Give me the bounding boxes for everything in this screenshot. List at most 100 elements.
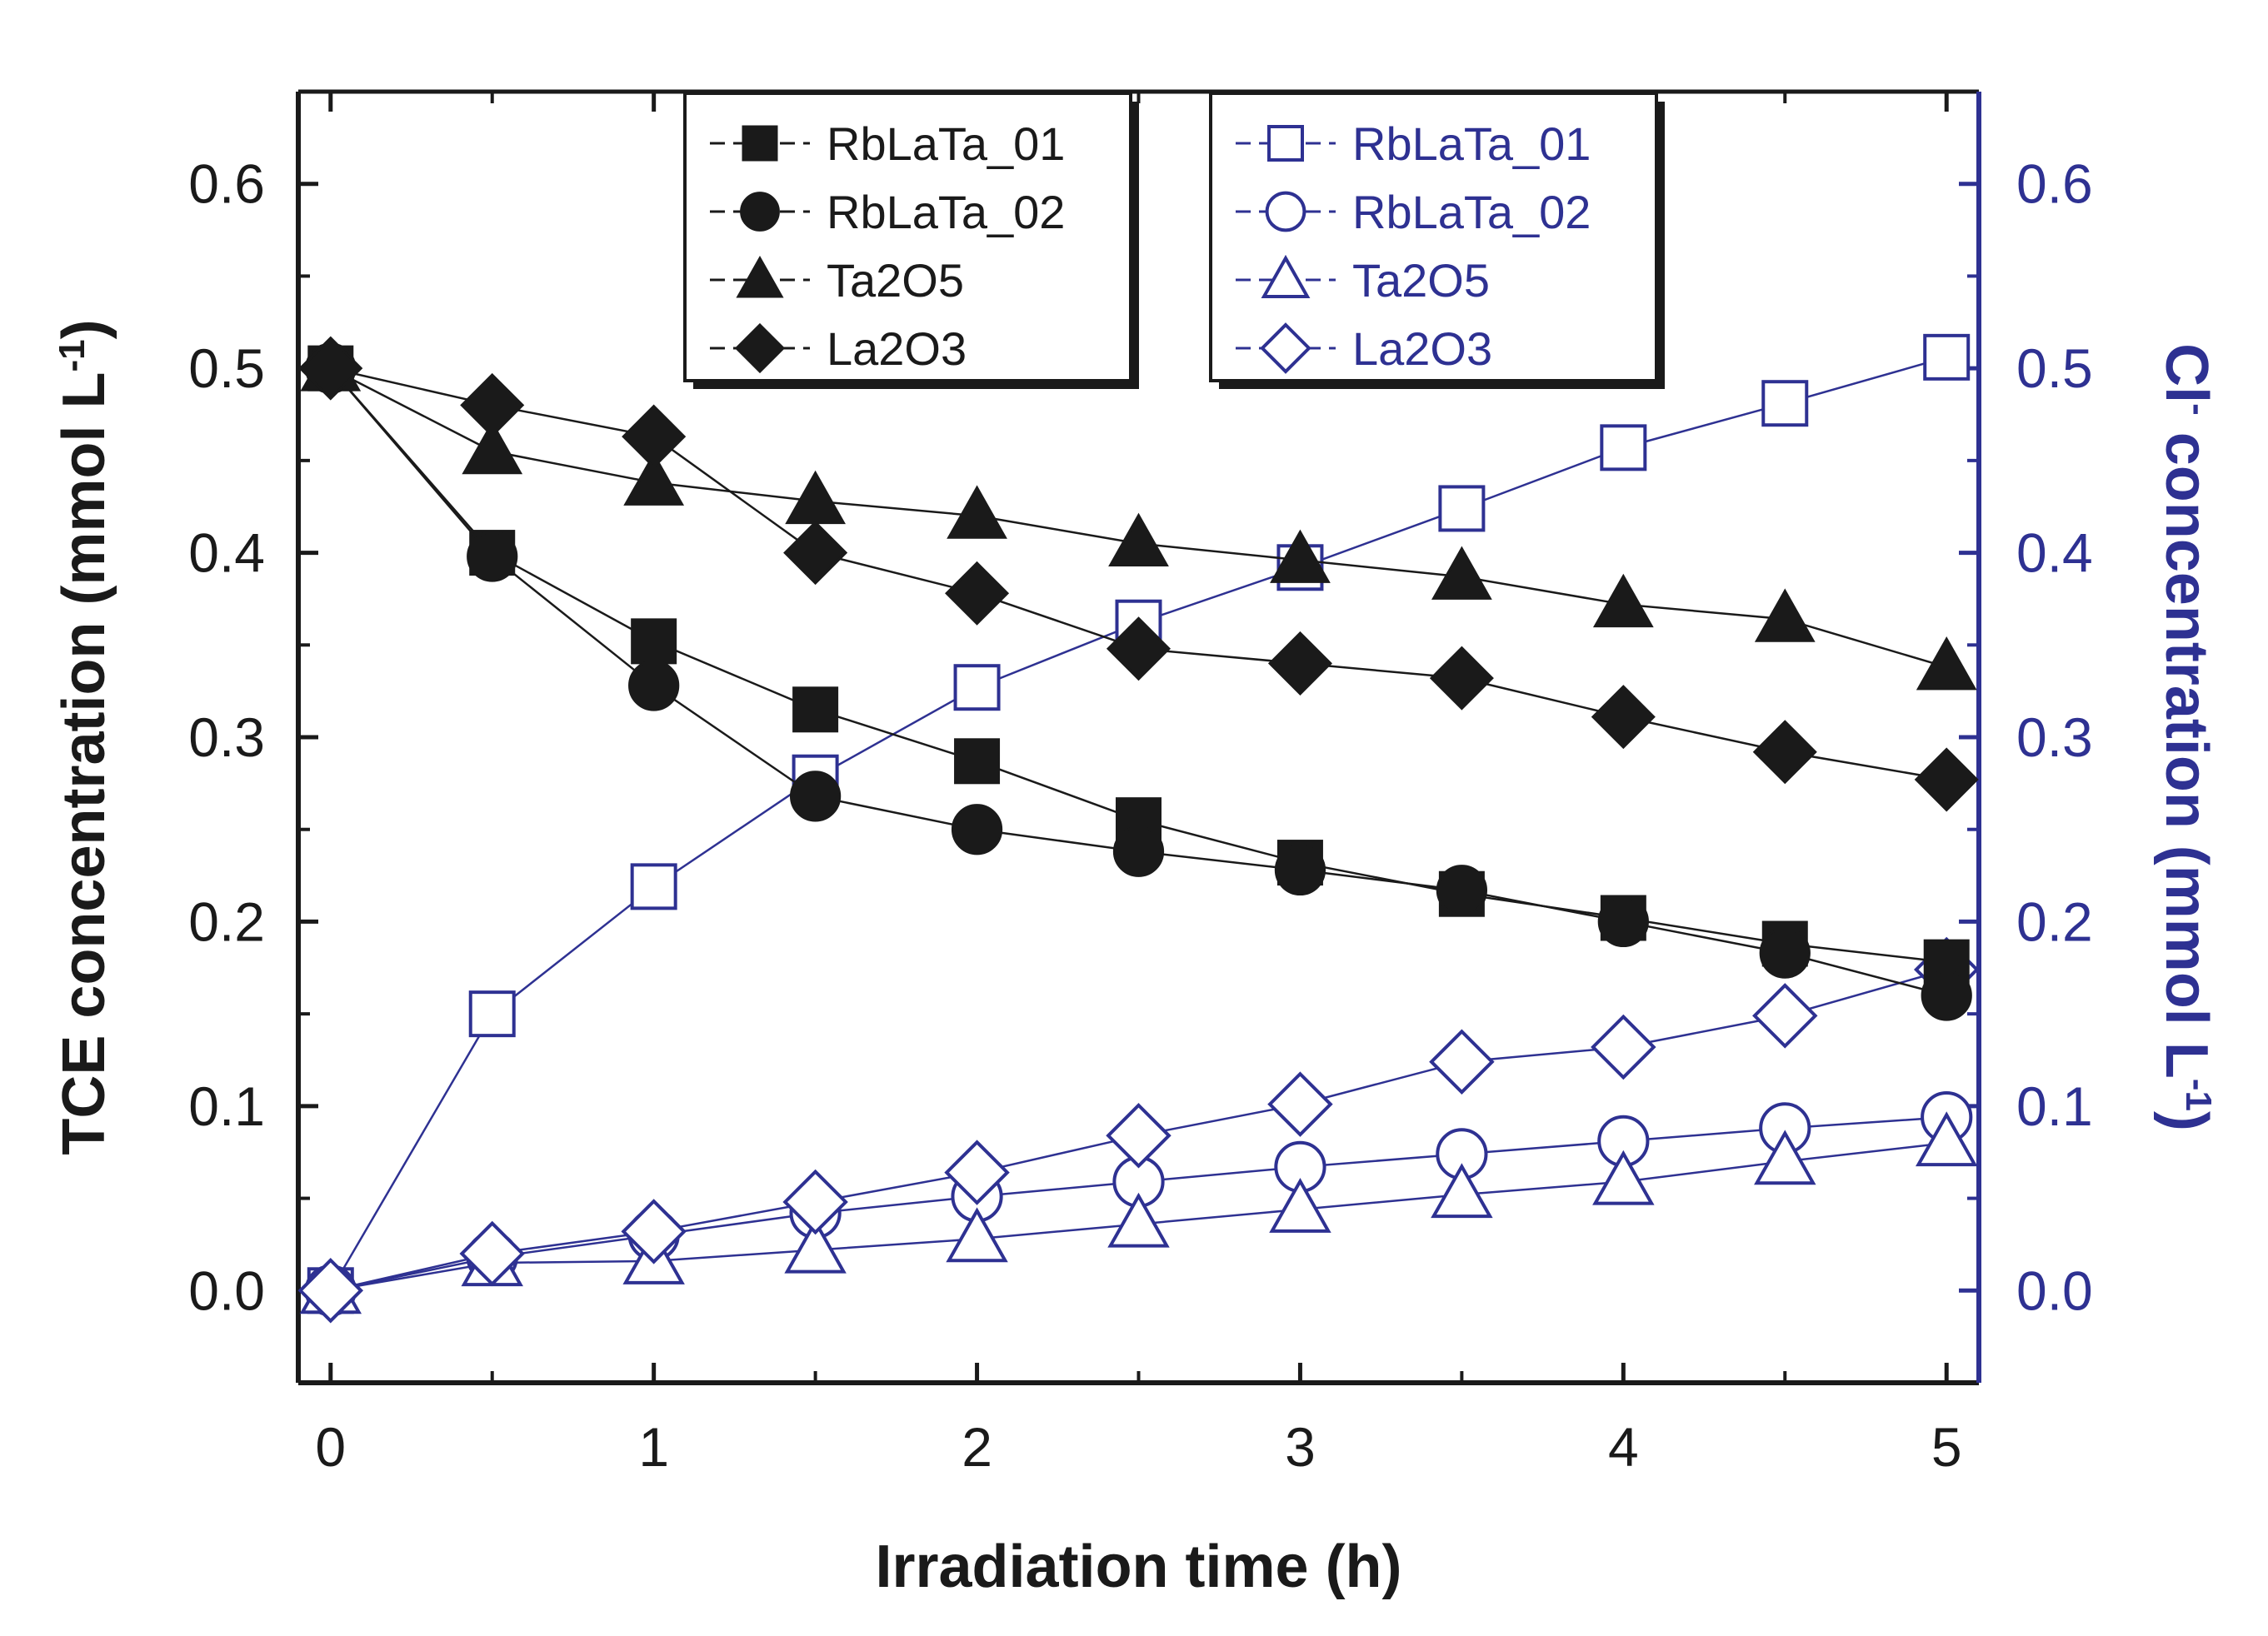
right-axis-title-close: ) bbox=[2153, 1111, 2220, 1131]
right-y-tick-label: 0.0 bbox=[2016, 1259, 2093, 1321]
right-y-tick-label: 0.1 bbox=[2016, 1075, 2093, 1137]
right-y-tick-label: 0.4 bbox=[2016, 522, 2093, 584]
tce-point-ta2o5 bbox=[1108, 512, 1169, 566]
left-axis-title-superscript: -1 bbox=[52, 339, 92, 372]
left-y-tick-label: 0.2 bbox=[188, 890, 265, 952]
legend-chloride: RbLaTa_01 RbLaTa_02 Ta2O5 La2O3 bbox=[1209, 92, 1665, 389]
right-axis-title-main: Cl bbox=[2153, 343, 2220, 403]
tce-point-la2o3 bbox=[945, 561, 1010, 626]
legend-item: Ta2O5 bbox=[710, 254, 964, 307]
left-axis-title-close: ) bbox=[51, 319, 117, 339]
left-y-tick-label: 0.1 bbox=[188, 1075, 265, 1137]
cl-point-la2o3 bbox=[944, 1140, 1010, 1205]
cl-point-rblata_01 bbox=[468, 990, 516, 1038]
right-y-tick-label: 0.2 bbox=[2016, 890, 2093, 952]
cl-point-ta2o5 bbox=[1592, 1150, 1655, 1205]
x-tick-label: 1 bbox=[638, 1416, 669, 1478]
tce-series-rblata_02 bbox=[305, 342, 1972, 1021]
legend-marker bbox=[736, 255, 784, 298]
cl-point-la2o3 bbox=[1106, 1103, 1171, 1169]
x-tick-label: 4 bbox=[1608, 1416, 1639, 1478]
x-tick-label: 2 bbox=[962, 1416, 992, 1478]
tce-point-la2o3 bbox=[1914, 747, 1979, 812]
legend-label: La2O3 bbox=[827, 322, 967, 375]
cl-point-la2o3 bbox=[621, 1199, 687, 1264]
tce-point-rblata_02 bbox=[1112, 825, 1165, 877]
series-layer bbox=[297, 333, 1980, 1324]
tce-point-rblata_01 bbox=[792, 686, 839, 733]
legend-marker bbox=[740, 192, 780, 232]
legend-item: RbLaTa_02 bbox=[1236, 186, 1591, 238]
left-y-tick-label: 0.3 bbox=[188, 706, 265, 768]
tce-point-ta2o5 bbox=[1592, 573, 1654, 628]
cl-point-rblata_01 bbox=[1761, 380, 1809, 427]
cl-point-ta2o5 bbox=[1107, 1192, 1170, 1248]
tce-point-ta2o5 bbox=[623, 451, 685, 506]
left-y-tick-label: 0.0 bbox=[188, 1259, 265, 1321]
left-y-tick-label: 0.5 bbox=[188, 337, 265, 399]
tce-point-rblata_01 bbox=[631, 618, 677, 665]
cl-point-ta2o5 bbox=[1269, 1177, 1331, 1233]
cl-point-ta2o5 bbox=[946, 1207, 1008, 1263]
tce-point-la2o3 bbox=[298, 336, 363, 401]
cl-point-la2o3 bbox=[459, 1220, 525, 1287]
tce-point-rblata_02 bbox=[1921, 970, 1972, 1021]
left-y-tick-label: 0.4 bbox=[188, 522, 265, 584]
right-axis-title-superscript-2: -1 bbox=[2179, 1079, 2220, 1111]
legend-marker bbox=[1260, 322, 1311, 374]
tce-point-ta2o5 bbox=[1270, 529, 1331, 583]
tce-line-la2o3 bbox=[330, 367, 1947, 781]
x-tick-label: 3 bbox=[1285, 1416, 1316, 1478]
legend-item: RbLaTa_02 bbox=[710, 186, 1065, 238]
tce-point-rblata_02 bbox=[1597, 895, 1649, 948]
tce-point-la2o3 bbox=[460, 372, 525, 437]
tce-point-rblata_01 bbox=[954, 738, 1001, 785]
tce-point-rblata_02 bbox=[1274, 844, 1326, 896]
cl-point-la2o3 bbox=[297, 1258, 364, 1324]
legend-item: RbLaTa_01 bbox=[710, 117, 1065, 170]
tce-point-ta2o5 bbox=[1754, 588, 1816, 642]
left-axis-title: TCE concentration (mmol L-1) bbox=[51, 319, 117, 1155]
legend-marker bbox=[1267, 125, 1304, 162]
left-y-tick-label: 0.6 bbox=[188, 153, 265, 215]
tce-point-ta2o5 bbox=[1431, 546, 1492, 600]
cl-point-la2o3 bbox=[1591, 1014, 1656, 1080]
tce-line-rblata_02 bbox=[329, 367, 1947, 997]
legend-marker bbox=[1265, 191, 1306, 232]
tce-point-rblata_02 bbox=[628, 660, 680, 711]
right-y-tick-label: 0.3 bbox=[2016, 706, 2093, 768]
tce-point-la2o3 bbox=[783, 521, 848, 586]
ticks-layer: 0 1 2 3 4 5 0.0 0.0 0.1 0.1 0.2 0.2 0.3 0.3 0.4 0.4 0.5 0… bbox=[188, 92, 2093, 1478]
tce-point-rblata_02 bbox=[467, 531, 518, 582]
cl-point-la2o3 bbox=[782, 1169, 848, 1235]
cl-point-ta2o5 bbox=[1754, 1130, 1816, 1185]
right-y-tick-label: 0.6 bbox=[2016, 153, 2093, 215]
tce-point-la2o3 bbox=[1106, 616, 1171, 681]
cl-point-ta2o5 bbox=[1915, 1111, 1978, 1167]
x-tick-label: 5 bbox=[1931, 1416, 1962, 1478]
cl-point-la2o3 bbox=[1752, 983, 1818, 1049]
tce-point-la2o3 bbox=[1591, 685, 1656, 750]
legend-label: La2O3 bbox=[1352, 322, 1492, 375]
legend-item: La2O3 bbox=[1236, 322, 1492, 375]
cl-point-rblata_01 bbox=[1438, 485, 1486, 532]
legend-label: Ta2O5 bbox=[827, 254, 964, 307]
left-axis-title-main: TCE concentration (mmol L bbox=[51, 372, 117, 1155]
tce-point-ta2o5 bbox=[462, 420, 523, 475]
tce-point-la2o3 bbox=[1429, 646, 1494, 711]
tce-point-la2o3 bbox=[622, 404, 687, 469]
tce-point-ta2o5 bbox=[947, 485, 1007, 539]
legend-marker bbox=[742, 125, 778, 162]
tce-point-la2o3 bbox=[1267, 631, 1332, 696]
right-axis-title-superscript-1: - bbox=[2179, 403, 2220, 416]
x-tick-label: 0 bbox=[315, 1416, 346, 1478]
tce-point-rblata_02 bbox=[1436, 865, 1488, 916]
legend-item: RbLaTa_01 bbox=[1236, 117, 1591, 170]
x-axis-title: Irradiation time (h) bbox=[875, 1534, 1401, 1600]
tce-point-rblata_02 bbox=[789, 771, 842, 822]
cl-point-la2o3 bbox=[1429, 1029, 1495, 1095]
right-axis-title-mid: concentration (mmol L bbox=[2153, 416, 2220, 1079]
legend-marker bbox=[734, 322, 786, 374]
legend-tce: RbLaTa_01 RbLaTa_02 Ta2O5 La2O3 bbox=[683, 92, 1139, 389]
